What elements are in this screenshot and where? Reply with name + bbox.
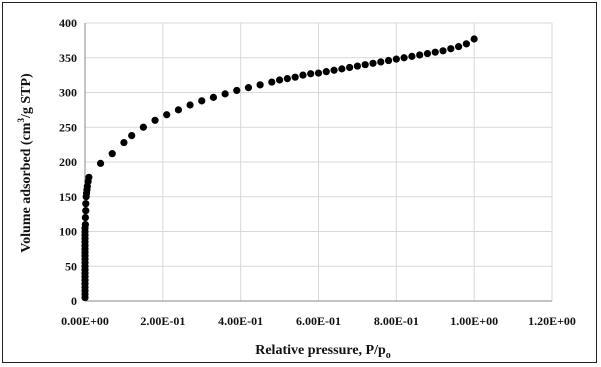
- data-point: [455, 43, 463, 51]
- data-point: [462, 40, 470, 48]
- x-tick-label: 1.20E+00: [528, 314, 576, 328]
- data-point: [439, 47, 447, 55]
- y-tick-label: 0: [71, 294, 77, 308]
- y-tick-label: 150: [59, 190, 77, 204]
- data-point: [361, 61, 369, 69]
- gridlines: [85, 22, 553, 301]
- data-point: [338, 65, 346, 73]
- data-point: [322, 68, 330, 76]
- y-axis-title: Volume adsorbed (cm3/g STP): [16, 73, 34, 253]
- data-point: [120, 138, 128, 147]
- y-tick-label: 200: [59, 155, 77, 169]
- data-point: [423, 49, 432, 58]
- y-tick-label: 400: [59, 16, 77, 30]
- data-point: [244, 84, 253, 92]
- data-point: [221, 90, 229, 98]
- data-point: [377, 58, 385, 66]
- y-tick-label: 100: [59, 225, 77, 239]
- data-point: [353, 62, 362, 70]
- data-point: [163, 111, 171, 119]
- data-point: [470, 35, 478, 43]
- data-point: [85, 173, 93, 181]
- data-point: [392, 55, 400, 63]
- x-tick-label: 1.00E+00: [450, 314, 498, 328]
- data-point: [128, 131, 136, 140]
- data-point: [307, 70, 315, 78]
- x-tick-label: 8.00E-01: [374, 314, 419, 328]
- data-point: [283, 75, 291, 83]
- data-point: [209, 93, 218, 101]
- data-point: [291, 73, 299, 81]
- data-point: [447, 45, 455, 53]
- chart-frame: 0.00E+00 2.00E-01 4.00E-01 6.00E-01 8.00E-01…: [2, 2, 597, 363]
- data-point: [256, 81, 264, 89]
- data-point: [151, 116, 159, 124]
- data-point: [384, 56, 393, 65]
- y-tick-label: 300: [59, 86, 77, 100]
- isotherm-chart: 0.00E+00 2.00E-01 4.00E-01 6.00E-01 8.00E-01…: [16, 16, 576, 361]
- data-point: [330, 66, 338, 74]
- data-point: [369, 59, 377, 67]
- data-point: [82, 207, 90, 215]
- data-point: [416, 51, 424, 59]
- x-tick-label: 6.00E-01: [296, 314, 341, 328]
- x-axis-title: Relative pressure, P/po: [255, 343, 391, 361]
- y-tick-label: 350: [59, 51, 77, 65]
- data-points: [81, 35, 478, 302]
- x-tick-label: 4.00E-01: [218, 314, 263, 328]
- data-point: [408, 52, 416, 60]
- data-point: [346, 63, 354, 72]
- x-tick-labels: 0.00E+00 2.00E-01 4.00E-01 6.00E-01 8.00E-01…: [61, 314, 576, 328]
- data-point: [431, 48, 439, 56]
- x-tick-label: 2.00E-01: [140, 314, 185, 328]
- y-tick-label: 250: [59, 120, 77, 134]
- data-point: [198, 97, 206, 105]
- data-point: [81, 214, 89, 222]
- data-point: [314, 69, 323, 77]
- x-tick-label: 0.00E+00: [61, 314, 109, 328]
- data-point: [186, 101, 194, 109]
- data-point: [275, 76, 284, 84]
- data-point: [268, 78, 276, 86]
- data-point: [400, 54, 408, 62]
- data-point: [139, 123, 147, 131]
- y-tick-labels: 0 50 100 150 200 250 300 350 400: [59, 16, 77, 308]
- data-point: [299, 71, 307, 79]
- y-tick-label: 50: [65, 259, 77, 273]
- data-point: [82, 200, 90, 208]
- data-point: [108, 150, 116, 158]
- data-point: [233, 86, 241, 95]
- data-point: [96, 159, 105, 167]
- data-point: [174, 106, 182, 114]
- data-point: [81, 220, 89, 229]
